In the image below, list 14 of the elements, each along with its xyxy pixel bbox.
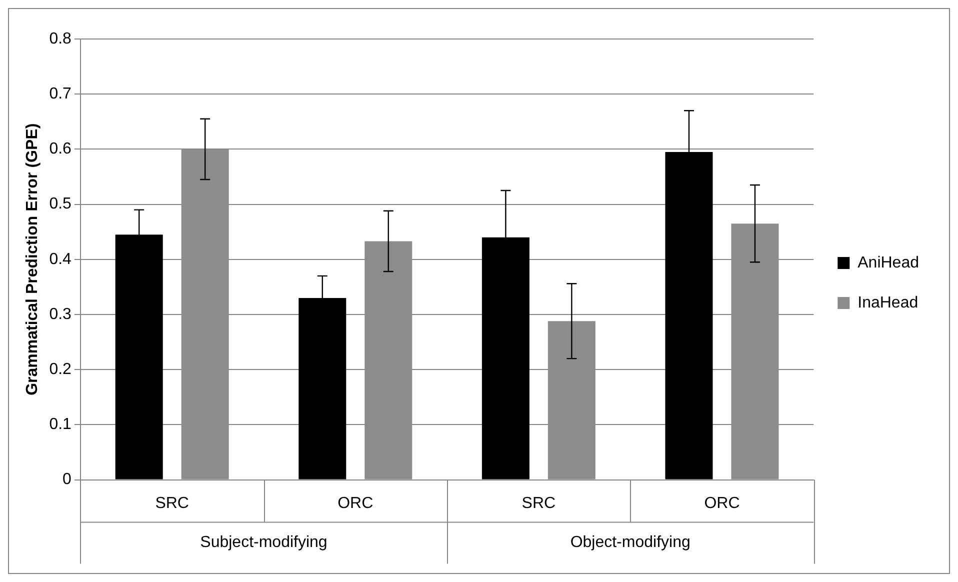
y-tick-label: 0.7 — [49, 86, 72, 103]
y-tick-label: 0.4 — [49, 250, 72, 268]
y-tick-label: 0.8 — [49, 30, 72, 48]
y-tick-label: 0.1 — [49, 416, 72, 434]
y-tick-label: 0.3 — [49, 306, 72, 323]
y-tick-label: 0.2 — [49, 361, 72, 378]
y-axis-title: Grammatical Prediction Error (GPE) — [24, 123, 42, 396]
legend-label: AniHead — [858, 254, 919, 272]
y-tick-label: 0.5 — [49, 196, 72, 213]
text: Object-modifying — [570, 534, 690, 552]
y-tick-label: 0 — [62, 471, 72, 488]
text: Subject-modifying — [200, 534, 328, 552]
y-tick-label: 0.6 — [49, 140, 72, 158]
legend-label: InaHead — [858, 294, 918, 312]
